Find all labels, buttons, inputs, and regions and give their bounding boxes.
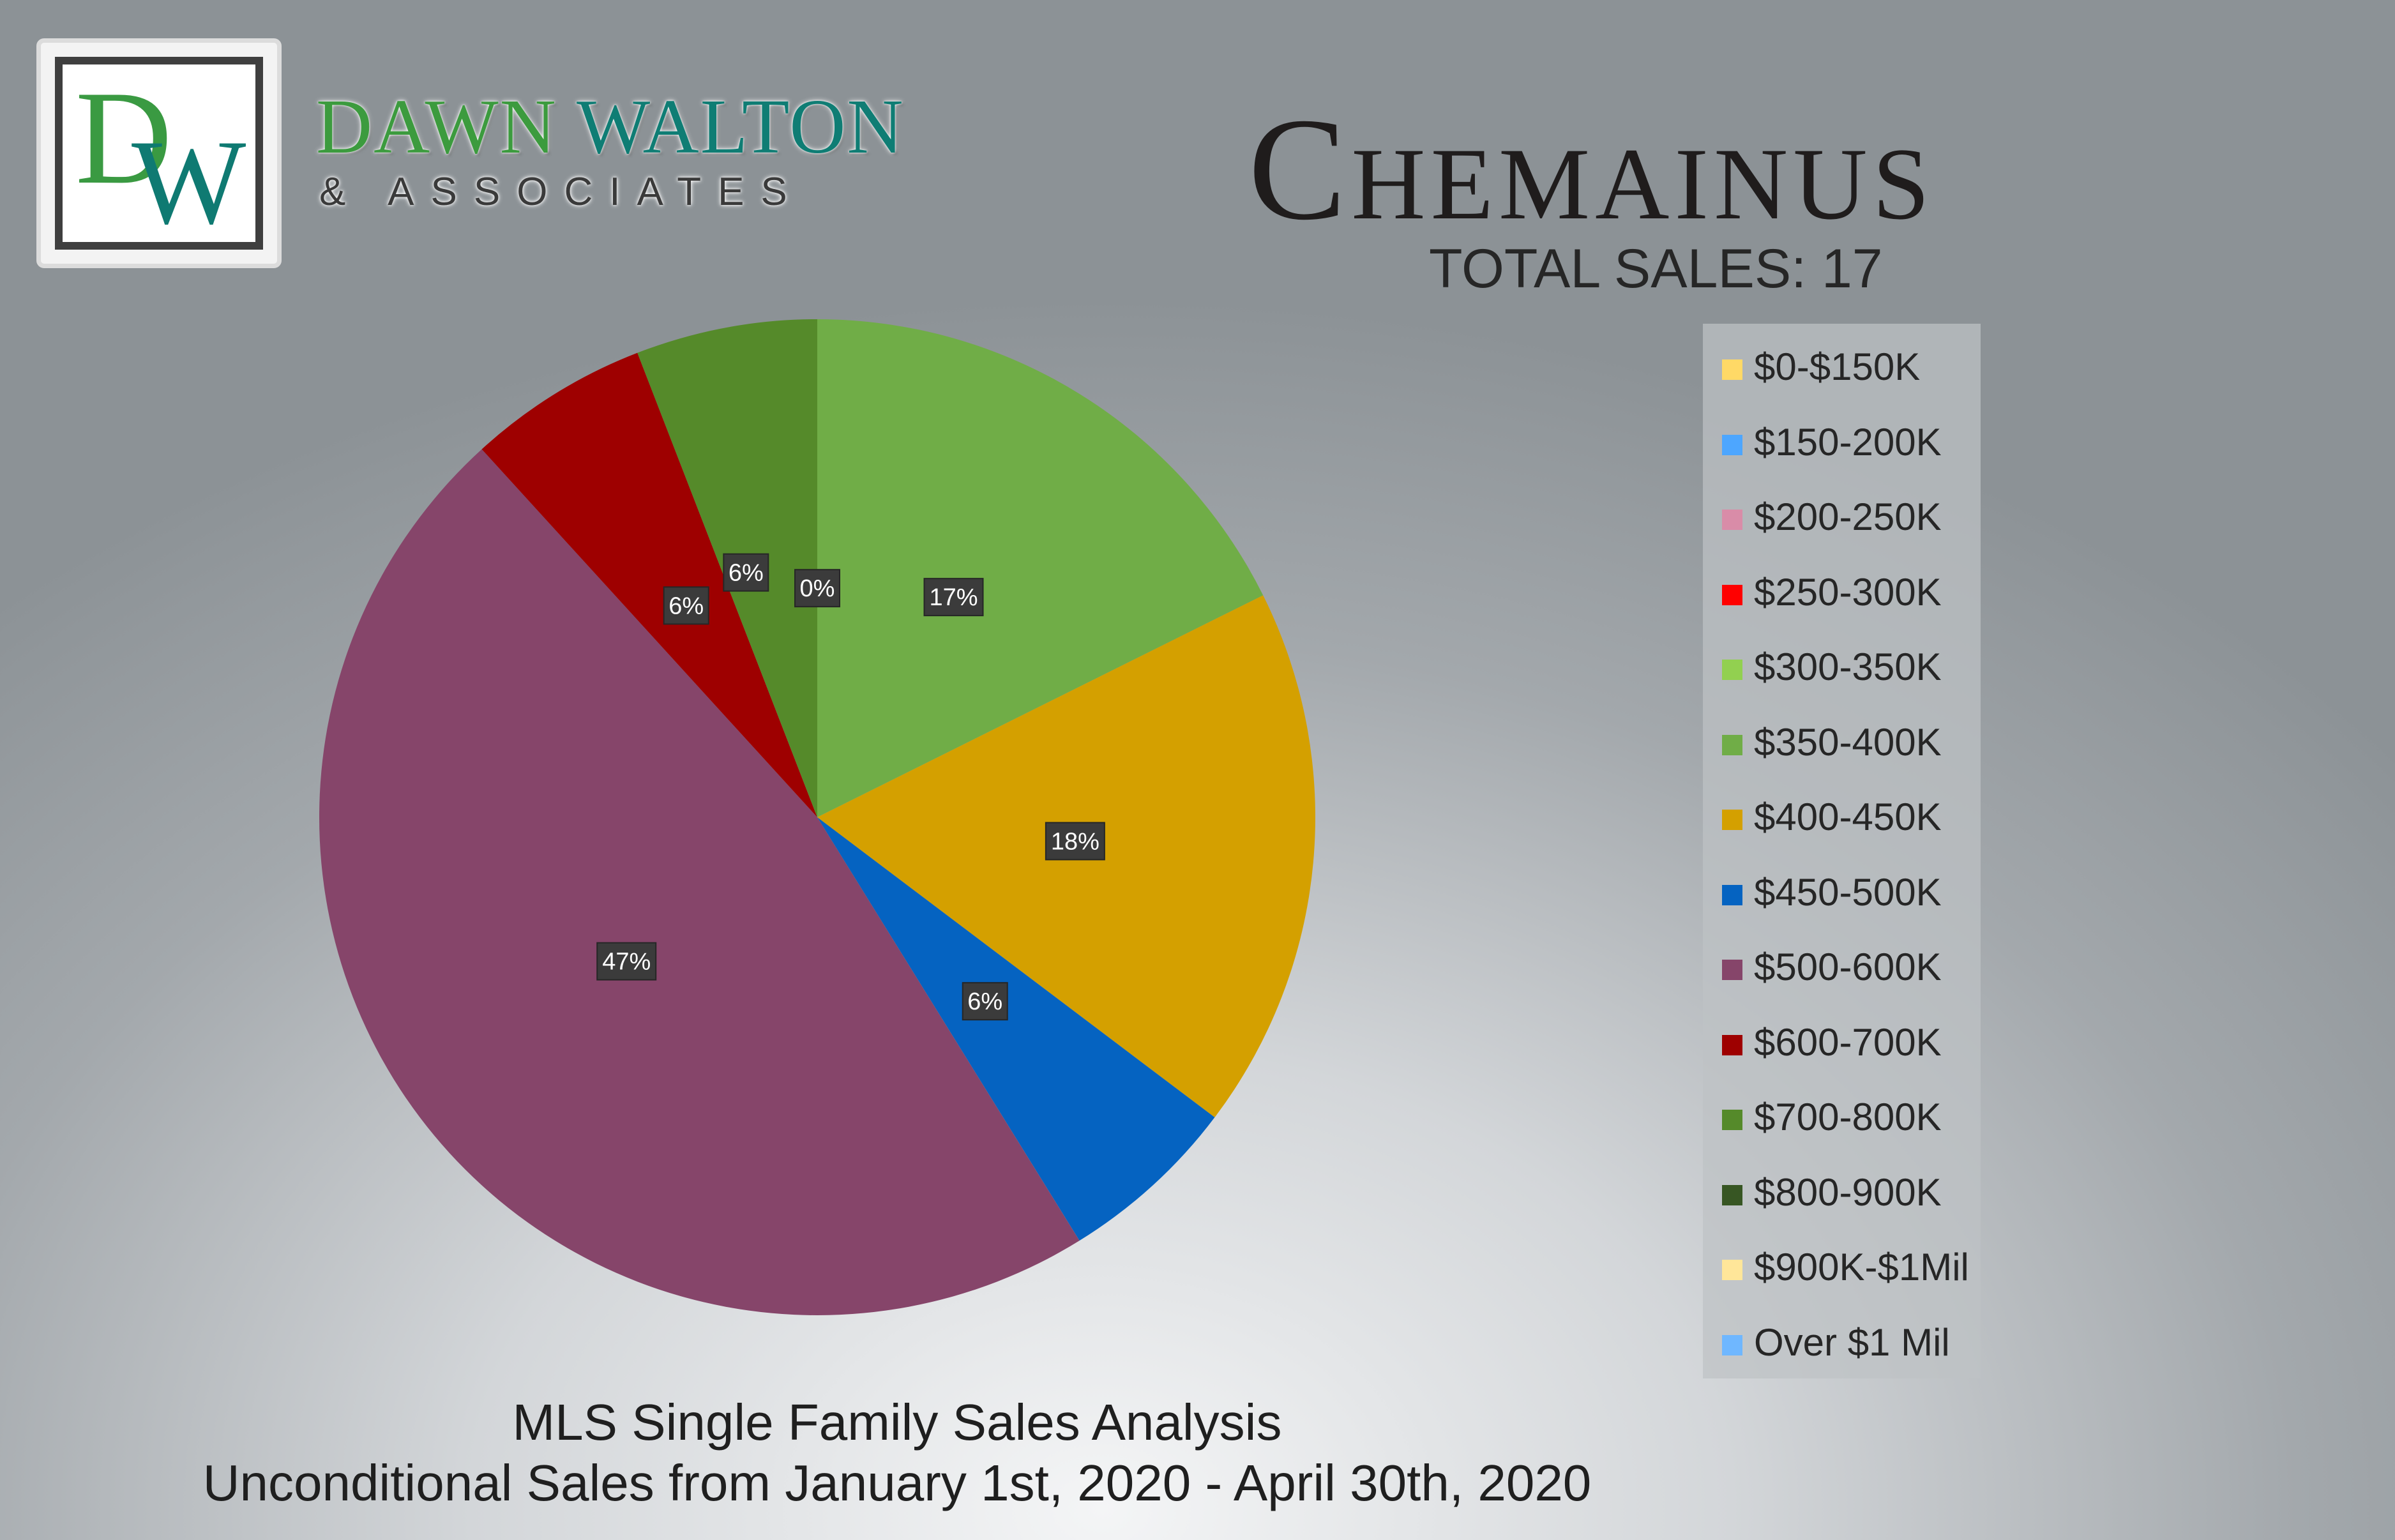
data-label-box bbox=[723, 553, 769, 592]
legend-swatch bbox=[1722, 884, 1742, 905]
data-label-text: 6% bbox=[729, 560, 764, 587]
data-label-350-400k: 17% bbox=[923, 578, 984, 617]
legend-label: $350-400K bbox=[1754, 720, 1942, 764]
footer-line-1: MLS Single Family Sales Analysis bbox=[512, 1394, 1282, 1451]
legend-label: $900K-$1Mil bbox=[1754, 1246, 1969, 1288]
legend-swatch bbox=[1722, 1034, 1742, 1055]
data-label-text: 0% bbox=[800, 575, 835, 602]
data-label-600-700k: 6% bbox=[663, 586, 709, 625]
legend-label: $500-600K bbox=[1754, 946, 1942, 988]
footer-line-2: Unconditional Sales from January 1st, 20… bbox=[202, 1454, 1592, 1511]
legend-label: $700-800K bbox=[1754, 1096, 1942, 1138]
legend-item-800-900k: $800-900K bbox=[1703, 1167, 1981, 1242]
legend-item-200-250k: $200-250K bbox=[1703, 492, 1981, 567]
brand-name: DAWN WALTON bbox=[316, 88, 905, 166]
total-sales-label: TOTAL SALES: 17 bbox=[1429, 238, 1883, 299]
legend-swatch bbox=[1722, 1260, 1742, 1280]
legend-item-500-600k: $500-600K bbox=[1703, 942, 1981, 1017]
legend-label: $300-350K bbox=[1754, 645, 1942, 688]
legend-item-300-350k: $300-350K bbox=[1703, 642, 1981, 717]
legend-swatch bbox=[1722, 734, 1742, 755]
data-label-text: 6% bbox=[967, 988, 1002, 1015]
pie-slices bbox=[319, 319, 1315, 1316]
page-title: Chemainus bbox=[1248, 87, 1935, 250]
brand-logo: D W bbox=[36, 38, 282, 268]
data-label-box bbox=[794, 569, 840, 608]
logo-frame: D W bbox=[55, 57, 263, 250]
legend-label: $150-200K bbox=[1754, 420, 1942, 464]
legend-label: $0-$150K bbox=[1754, 345, 1921, 388]
legend-label: $450-500K bbox=[1754, 870, 1942, 914]
legend-label: $250-300K bbox=[1754, 570, 1942, 614]
legend-label: $800-900K bbox=[1754, 1170, 1942, 1214]
legend-item-450-500k: $450-500K bbox=[1703, 867, 1981, 942]
legend-item-250-300k: $250-300K bbox=[1703, 567, 1981, 642]
legend-label: $200-250K bbox=[1754, 495, 1942, 538]
legend-swatch bbox=[1722, 1334, 1742, 1355]
pie-slice-450-500k bbox=[817, 817, 1215, 1241]
legend-item-150-200k: $150-200K bbox=[1703, 417, 1981, 492]
data-label-box bbox=[596, 942, 657, 981]
legend-swatch bbox=[1722, 510, 1742, 530]
data-label-500-600k: 47% bbox=[596, 942, 657, 981]
legend-swatch bbox=[1722, 434, 1742, 455]
brand-name-last: WALTON bbox=[577, 84, 905, 170]
logo-monogram-w: W bbox=[132, 116, 246, 250]
legend-swatch bbox=[1722, 584, 1742, 605]
legend-item-700-800k: $700-800K bbox=[1703, 1092, 1981, 1167]
pie-slice-600-700k bbox=[481, 352, 817, 817]
data-label-text: 6% bbox=[669, 593, 704, 619]
legend-swatch bbox=[1722, 960, 1742, 980]
brand-name-first: DAWN bbox=[316, 84, 557, 170]
data-label-450-500k: 6% bbox=[962, 982, 1008, 1021]
data-label-box bbox=[962, 982, 1008, 1021]
data-label-800-900k: 0% bbox=[794, 569, 840, 608]
data-label-box bbox=[1045, 822, 1105, 861]
legend-swatch bbox=[1722, 359, 1742, 380]
data-label-text: 17% bbox=[929, 584, 978, 611]
data-label-700-800k: 6% bbox=[723, 553, 769, 592]
data-label-box bbox=[663, 586, 709, 625]
logo-monogram-d: D bbox=[75, 64, 172, 212]
legend-item-0-150k: $0-$150K bbox=[1703, 342, 1981, 417]
legend-swatch bbox=[1722, 810, 1742, 830]
data-label-text: 18% bbox=[1051, 828, 1099, 855]
data-label-text: 47% bbox=[602, 949, 651, 976]
legend-swatch bbox=[1722, 1110, 1742, 1130]
legend-label: $600-700K bbox=[1754, 1020, 1942, 1064]
legend-label: $400-450K bbox=[1754, 796, 1942, 838]
pie-slice-500-600k bbox=[319, 449, 1080, 1316]
pie-data-labels: 17% 18% 6% 47% 6% 6% 0% bbox=[596, 553, 1105, 1021]
legend-label: Over $1 Mil bbox=[1754, 1320, 1950, 1364]
brand-subtitle: & ASSOCIATES bbox=[319, 170, 804, 214]
legend-item-400-450k: $400-450K bbox=[1703, 792, 1981, 867]
data-label-box bbox=[923, 578, 984, 617]
legend-item-900k-1mil: $900K-$1Mil bbox=[1703, 1242, 1981, 1317]
pie-slice-350-400k bbox=[817, 319, 1264, 817]
legend-item-600-700k: $600-700K bbox=[1703, 1017, 1981, 1092]
legend-item-over-1-mil: Over $1 Mil bbox=[1703, 1317, 1981, 1393]
chart-legend: $0-$150K $150-200K $200-250K $250-300K $300-… bbox=[1703, 324, 1981, 1378]
legend-swatch bbox=[1722, 1184, 1742, 1205]
legend-swatch bbox=[1722, 660, 1742, 680]
legend-item-350-400k: $350-400K bbox=[1703, 717, 1981, 792]
data-label-400-450k: 18% bbox=[1045, 822, 1105, 861]
